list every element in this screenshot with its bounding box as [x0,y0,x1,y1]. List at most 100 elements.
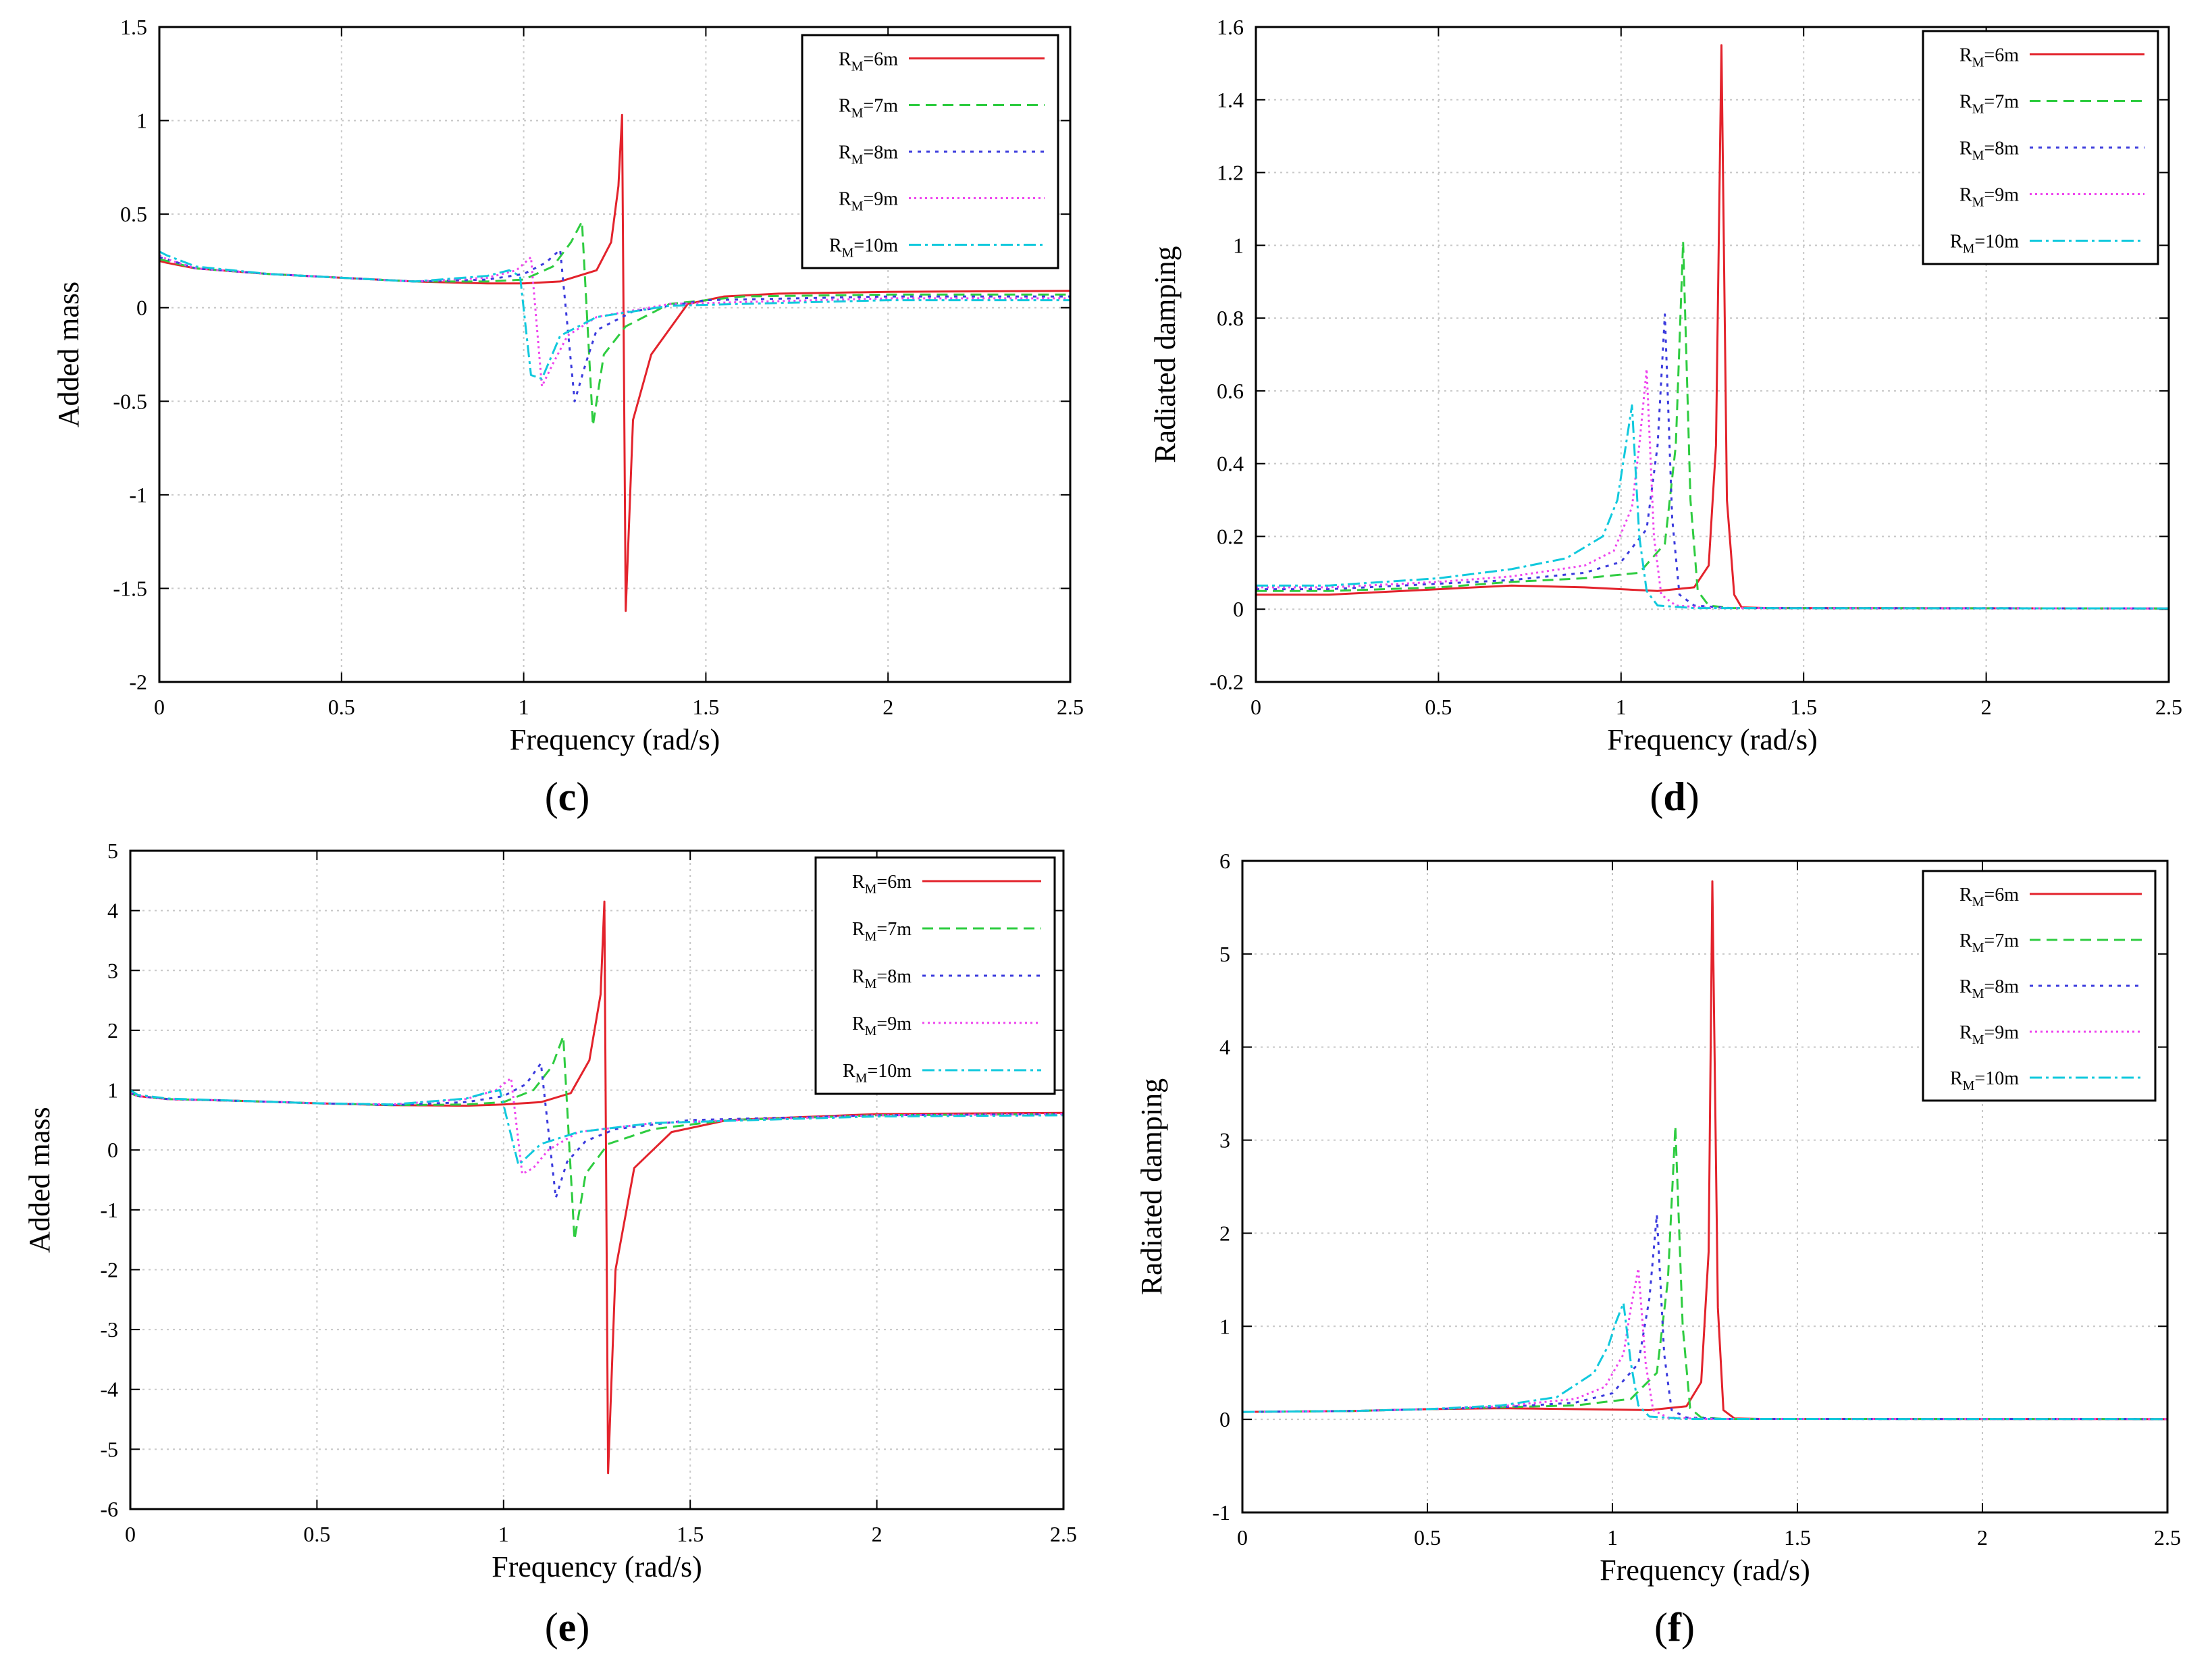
chart-panel-e: 0 0.5 1 1.5 2 2.5 -6 -5 -4 -3 -2 -1 0 1 2 3 4 5 Frequency … [23,839,1077,1650]
legend-label: RM=10m [1950,232,2019,257]
series-line [159,251,1070,380]
legend-box [801,34,1059,269]
y-tick-label: -2 [129,670,147,694]
legend-label-base: R [1950,232,1963,253]
chart-panel-d: 0 0.5 1 1.5 2 2.5-0.200.20.40.60.811.21.41.6F… [1149,15,2182,819]
x-tick-label: 1 [498,1522,509,1546]
panel-label: (f) [1654,1605,1695,1650]
panel-label-open: ( [1654,1605,1668,1650]
y-tick-label: -0.2 [1209,670,1244,694]
y-tick-label: -1 [1212,1500,1230,1525]
y-tick-label: 0 [1219,1407,1230,1431]
x-tick-label: 2 [1981,695,1992,719]
x-tick-label: 1.5 [692,695,719,719]
legend-label-subscript: M [851,106,864,121]
legend-label-base: R [843,1061,855,1082]
y-tick-label: -0.5 [113,389,147,413]
legend-label-subscript: M [1963,1078,1975,1093]
panel-label-close: ) [1681,1605,1695,1650]
panel-label-close: ) [576,1605,589,1650]
legend-label-rest: =9m [863,189,898,210]
chart-panel-c: 0 0.5 1 1.5 2 2.5 -2 -1.5 -1 -0.5 0 0.5 1 1.5 Frequenc… [52,15,1084,819]
legend-label-subscript: M [851,153,864,167]
series-line [159,220,1070,427]
legend-label-rest: =7m [1984,92,2019,113]
x-tick-label: 0.5 [1425,695,1452,719]
legend-label: RM=9m [839,189,898,214]
panel-label-open: ( [545,774,558,819]
y-tick-label: 0.4 [1217,452,1244,476]
legend-label: RM=8m [1959,976,2019,1001]
series-line [1256,368,2169,610]
y-axis-label: Added mass [52,282,85,427]
panel-label-open: ( [1650,774,1663,819]
legend-label: RM=10m [829,236,898,261]
series-line [1256,44,2169,610]
y-tick-label: 1.5 [120,15,147,39]
y-tick-label: -1 [129,483,147,507]
legend-label: RM=9m [1959,1022,2019,1047]
legend-label-rest: =9m [1984,185,2019,206]
y-axis-label: Radiated damping [1135,1078,1168,1295]
y-tick-label: 2 [107,1018,118,1043]
y-tick-label: 0.6 [1217,379,1244,403]
legend-label: RM=7m [852,919,912,944]
x-tick-label: 2 [1977,1525,1988,1550]
legend-label-rest: =7m [876,919,912,940]
legend-label: RM=6m [1959,45,2019,70]
legend-label-subscript: M [1972,195,1984,210]
y-tick-label: 3 [107,958,118,982]
y-tick-label: 5 [1219,942,1230,966]
x-tick-label: 1 [1616,695,1627,719]
legend-label: RM=6m [852,872,912,897]
y-tick-label: -3 [100,1317,118,1342]
x-tick-label: 1.5 [1784,1525,1811,1550]
legend-label: RM=8m [839,142,898,167]
series-line [1242,1302,2167,1421]
y-tick-label: 4 [1219,1035,1230,1059]
legend-label-subscript: M [1972,1032,1984,1047]
legend-label: RM=8m [852,966,912,991]
x-tick-label: 2.5 [2154,1525,2181,1550]
legend-label-rest: =9m [1984,1022,2019,1043]
legend-label-subscript: M [1972,102,1984,117]
legend-label-base: R [852,872,865,893]
legend-label-base: R [1959,930,1972,951]
chart-panel-f: 0 0.5 1 1.5 2 2.5 -1 0 1 2 3 4 5 6 Frequency (rad/s) Ra… [1135,849,2181,1650]
legend-label-rest: =8m [1984,976,2019,997]
y-tick-label: 1.4 [1217,88,1244,112]
y-tick-label: 0.2 [1217,524,1244,548]
x-tick-label: 0.5 [303,1522,330,1546]
series-line [130,1035,1063,1241]
legend-label-rest: =7m [863,96,898,117]
legend-label: RM=8m [1959,138,2019,163]
legend-label-subscript: M [865,976,877,991]
panel-label: (c) [545,774,590,819]
y-tick-label: -1.5 [113,576,147,600]
panel-label-open: ( [545,1605,558,1650]
panel-label-letter: c [558,774,577,819]
panel-label-close: ) [576,774,589,819]
y-tick-label: 1 [107,1078,118,1103]
legend-label-rest: =8m [1984,138,2019,159]
x-tick-label: 2.5 [2155,695,2182,719]
x-tick-label: 0 [154,695,165,719]
legend-label-subscript: M [1972,55,1984,70]
legend-label-subscript: M [851,199,864,214]
series-group [1256,44,2169,610]
x-tick-label: 2.5 [1057,695,1084,719]
legend-label-rest: =6m [1984,45,2019,66]
x-axis-label: Frequency (rad/s) [510,723,720,756]
x-axis-label: Frequency (rad/s) [1607,723,1818,756]
legend-label-rest: =9m [876,1013,912,1034]
legend-label: RM=10m [843,1061,912,1086]
legend-label-subscript: M [1972,895,1984,909]
legend-label: RM=9m [1959,185,2019,210]
legend-label-base: R [852,966,865,987]
legend-label: RM=6m [1959,885,2019,909]
x-tick-label: 1.5 [1790,695,1817,719]
series-group [1242,880,2167,1421]
x-tick-label: 0 [1250,695,1261,719]
legend-label-base: R [852,1013,865,1034]
